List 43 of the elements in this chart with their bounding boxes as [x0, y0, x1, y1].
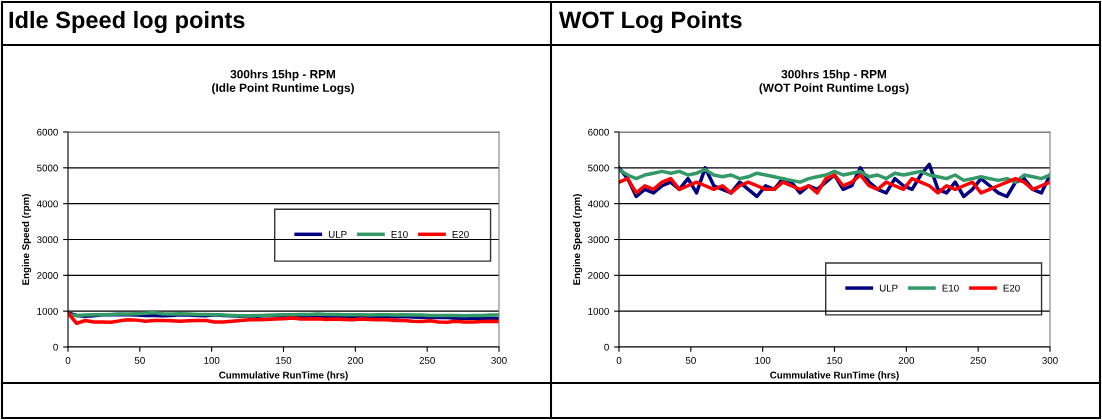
y-tick-label: 4000 [36, 200, 58, 208]
x-tick-label: 0 [65, 356, 71, 364]
x-tick-label: 100 [755, 356, 771, 364]
x-tick-label: 50 [134, 356, 145, 364]
y-tick-label: 3000 [588, 236, 609, 244]
x-tick-label: 300 [1042, 356, 1058, 364]
y-tick-label: 1000 [588, 307, 609, 315]
x-tick-label: 150 [276, 356, 292, 364]
x-axis-title: Cummulative RunTime (hrs) [219, 371, 348, 381]
chart-title: WOT Log Points [559, 10, 742, 34]
y-tick-label: 1000 [37, 307, 58, 315]
x-tick-label: 100 [204, 356, 220, 364]
y-tick-label: 6000 [37, 128, 58, 136]
x-tick-label: 200 [347, 356, 364, 364]
legend-label: ULP [879, 284, 898, 292]
chart-subtitle: 300hrs 15hp - RPM (WOT Point Runtime Logs) [759, 69, 909, 95]
legend-label: E20 [452, 230, 469, 238]
y-tick-label: 6000 [588, 128, 609, 136]
y-tick-label: 5000 [37, 164, 58, 172]
y-axis-title: Engine Speed (rpm) [21, 194, 32, 285]
legend-label: E10 [391, 230, 408, 238]
y-tick-label: 0 [604, 343, 609, 351]
y-tick-label: 3000 [37, 236, 58, 244]
y-tick-label: 2000 [588, 272, 609, 279]
y-tick-label: 0 [53, 343, 58, 351]
y-tick-label: 5000 [588, 164, 609, 172]
x-tick-label: 200 [898, 356, 915, 364]
x-tick-label: 150 [827, 356, 843, 364]
legend-label: ULP [328, 231, 347, 238]
y-tick-label: 2000 [37, 272, 58, 279]
legend-label: E20 [1003, 284, 1020, 292]
chart-title: Idle Speed log points [9, 10, 245, 34]
x-tick-label: 0 [616, 356, 622, 364]
x-axis-title: Cummulative RunTime (hrs) [770, 371, 899, 381]
x-tick-label: 50 [685, 356, 696, 364]
x-tick-label: 300 [491, 356, 507, 364]
legend-label: E10 [942, 284, 959, 292]
y-axis-title: Engine Speed (rpm) [572, 194, 583, 285]
x-tick-label: 250 [419, 356, 435, 364]
x-tick-label: 250 [970, 356, 986, 364]
y-tick-label: 4000 [587, 200, 609, 208]
chart-subtitle: 300hrs 15hp - RPM (Idle Point Runtime Logs) [212, 69, 354, 95]
line-series [619, 173, 1050, 195]
